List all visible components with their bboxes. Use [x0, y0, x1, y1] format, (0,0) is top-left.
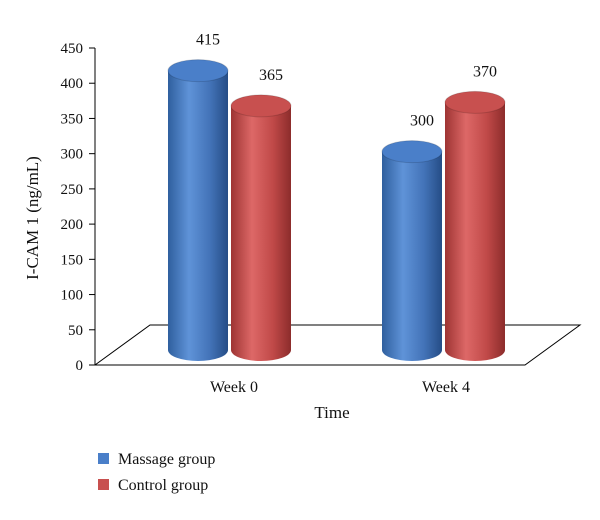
y-tick-label: 200 — [61, 217, 84, 233]
x-category-label: Week 4 — [422, 379, 470, 396]
bar-body — [231, 105, 291, 361]
data-label: 370 — [473, 63, 497, 80]
y-axis-title: I-CAM 1 (ng/mL) — [23, 156, 42, 280]
bar-top — [167, 59, 229, 83]
legend-swatch-massage — [98, 453, 109, 464]
bar-massage-1 — [381, 140, 443, 361]
bar-control-0 — [230, 94, 292, 361]
x-axis-title: Time — [314, 403, 349, 422]
y-tick-label: 300 — [61, 147, 84, 163]
data-label: 300 — [410, 113, 434, 130]
chart-floor — [93, 324, 582, 366]
legend-label-massage: Massage group — [118, 451, 215, 468]
bar-top — [381, 140, 443, 164]
bar-control-1 — [444, 90, 506, 361]
y-tick-label: 350 — [61, 111, 84, 127]
y-tick-label: 0 — [76, 358, 84, 374]
bar-top — [444, 90, 506, 114]
y-tick-label: 400 — [61, 76, 84, 92]
y-tick-label: 50 — [68, 323, 83, 339]
data-label: 365 — [259, 67, 283, 84]
legend-label-control: Control group — [118, 477, 208, 494]
bar-top — [230, 94, 292, 118]
x-category-label: Week 0 — [210, 379, 258, 396]
legend-swatch-control — [98, 479, 109, 490]
y-tick-label: 100 — [61, 288, 84, 304]
bar-massage-0 — [167, 59, 229, 362]
bar-body — [445, 102, 505, 361]
data-label: 415 — [196, 32, 220, 49]
y-tick-label: 250 — [61, 182, 84, 198]
legend: Massage group Control group — [98, 451, 215, 494]
y-tick-label: 450 — [61, 41, 84, 57]
bar-body — [168, 70, 228, 362]
bar-body — [382, 151, 442, 361]
y-tick-label: 150 — [61, 252, 84, 268]
